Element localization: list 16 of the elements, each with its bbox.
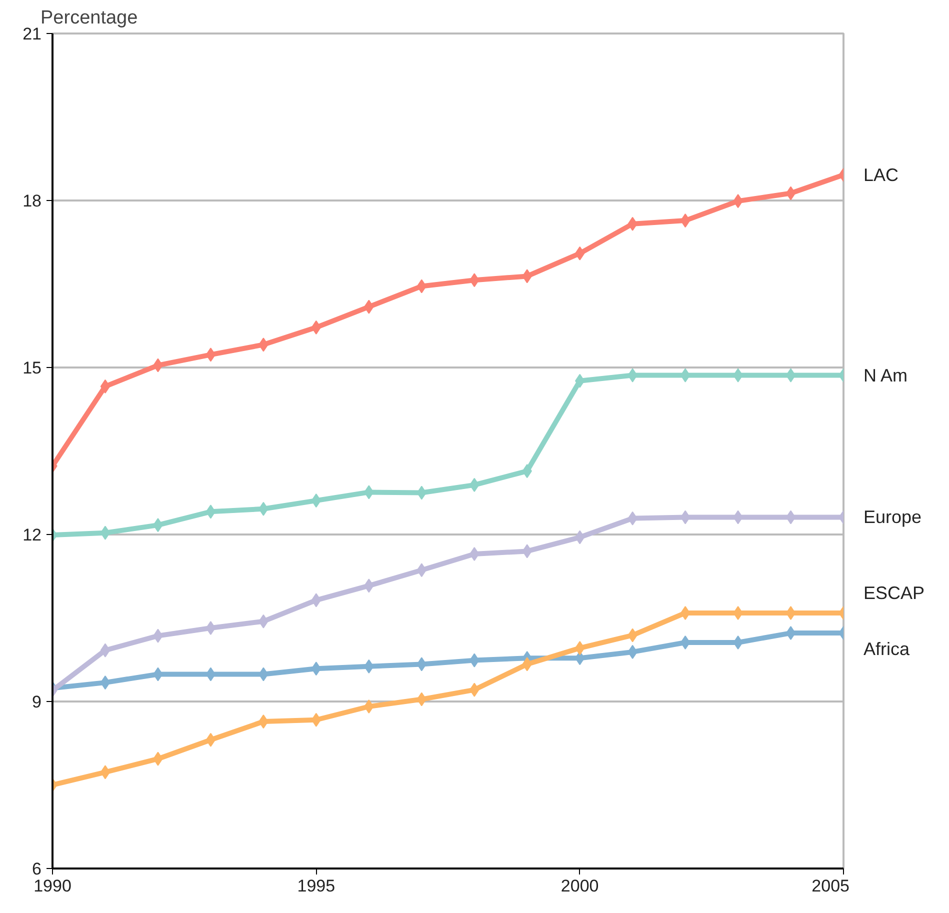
y-tick-label: 9 bbox=[32, 692, 42, 712]
series-label: ESCAP bbox=[864, 582, 925, 603]
y-axis-title: Percentage bbox=[40, 8, 138, 28]
y-tick-label: 6 bbox=[32, 860, 42, 878]
x-tick-label: 1995 bbox=[297, 876, 336, 896]
y-tick-label: 18 bbox=[22, 192, 42, 210]
series-label: Europe bbox=[864, 507, 922, 528]
x-tick-label: 2000 bbox=[560, 876, 599, 896]
x-tick-label: 1990 bbox=[34, 876, 72, 896]
y-tick-label: 15 bbox=[22, 358, 42, 378]
x-tick-label: 2005 bbox=[812, 876, 850, 896]
series-label: Africa bbox=[864, 639, 910, 660]
series-label: LAC bbox=[864, 164, 899, 185]
y-tick-label: 21 bbox=[22, 24, 42, 44]
y-tick-label: 12 bbox=[22, 526, 42, 544]
series-label: N Am bbox=[864, 365, 908, 386]
